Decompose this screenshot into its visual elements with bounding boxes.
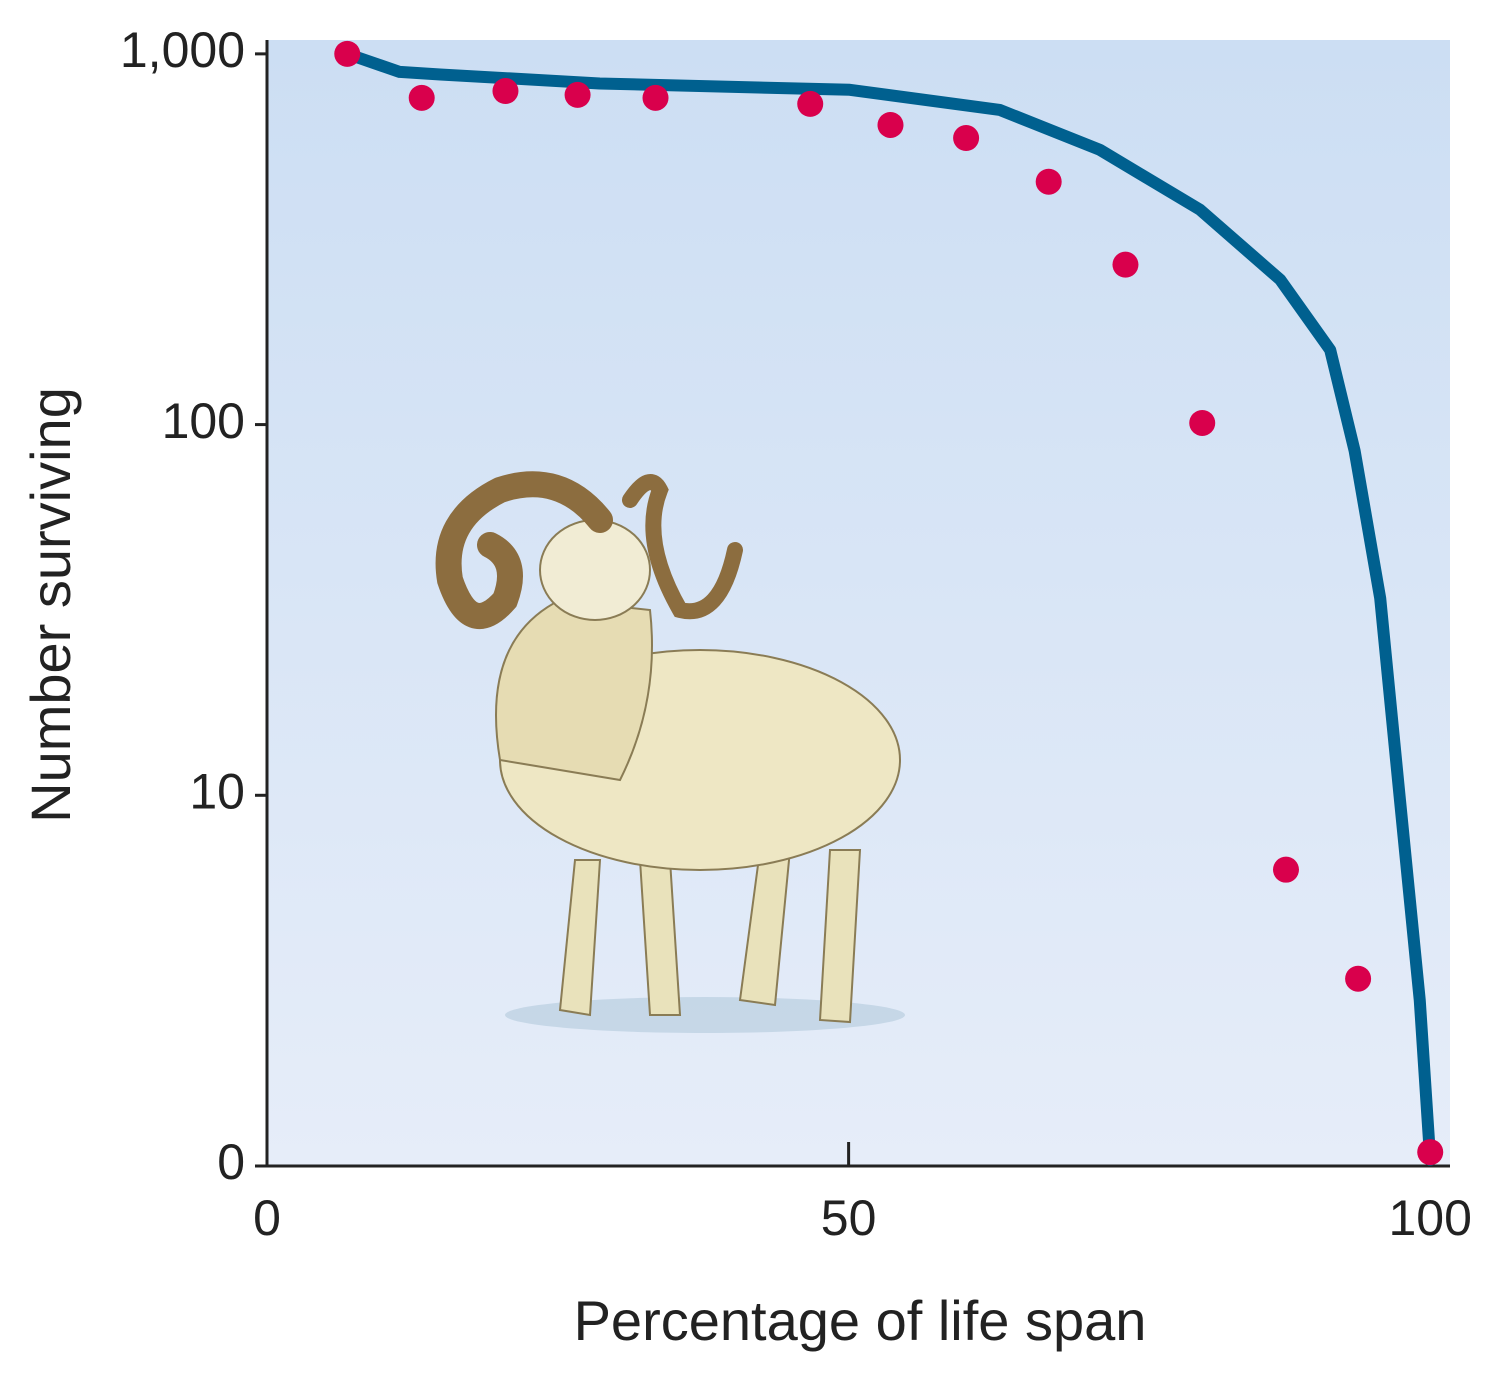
data-point bbox=[1417, 1139, 1444, 1166]
data-point bbox=[642, 84, 669, 111]
data-point bbox=[408, 84, 435, 111]
x-tick-label: 100 bbox=[1389, 1190, 1472, 1246]
data-point bbox=[1112, 251, 1139, 278]
data-point bbox=[1345, 965, 1372, 992]
data-point bbox=[492, 78, 519, 105]
data-point bbox=[334, 40, 361, 67]
data-point bbox=[1189, 409, 1216, 436]
y-tick-label: 0 bbox=[217, 1134, 245, 1190]
x-axis-label: Percentage of life span bbox=[574, 1289, 1147, 1352]
x-tick-label: 0 bbox=[253, 1190, 281, 1246]
x-tick-label: 50 bbox=[821, 1190, 877, 1246]
data-point bbox=[564, 81, 591, 108]
data-point bbox=[953, 125, 980, 152]
data-point bbox=[1035, 168, 1062, 195]
y-tick-label: 100 bbox=[162, 393, 245, 449]
plot-background bbox=[267, 40, 1450, 1166]
data-point bbox=[877, 111, 904, 138]
y-tick-label: 10 bbox=[189, 763, 245, 819]
survivorship-curve bbox=[341, 47, 1437, 1166]
data-point bbox=[1272, 856, 1299, 883]
y-tick-label: 1,000 bbox=[120, 22, 245, 78]
data-point bbox=[797, 90, 824, 117]
y-axis-label: Number surviving bbox=[19, 387, 82, 823]
ram-illustration bbox=[435, 471, 905, 1033]
